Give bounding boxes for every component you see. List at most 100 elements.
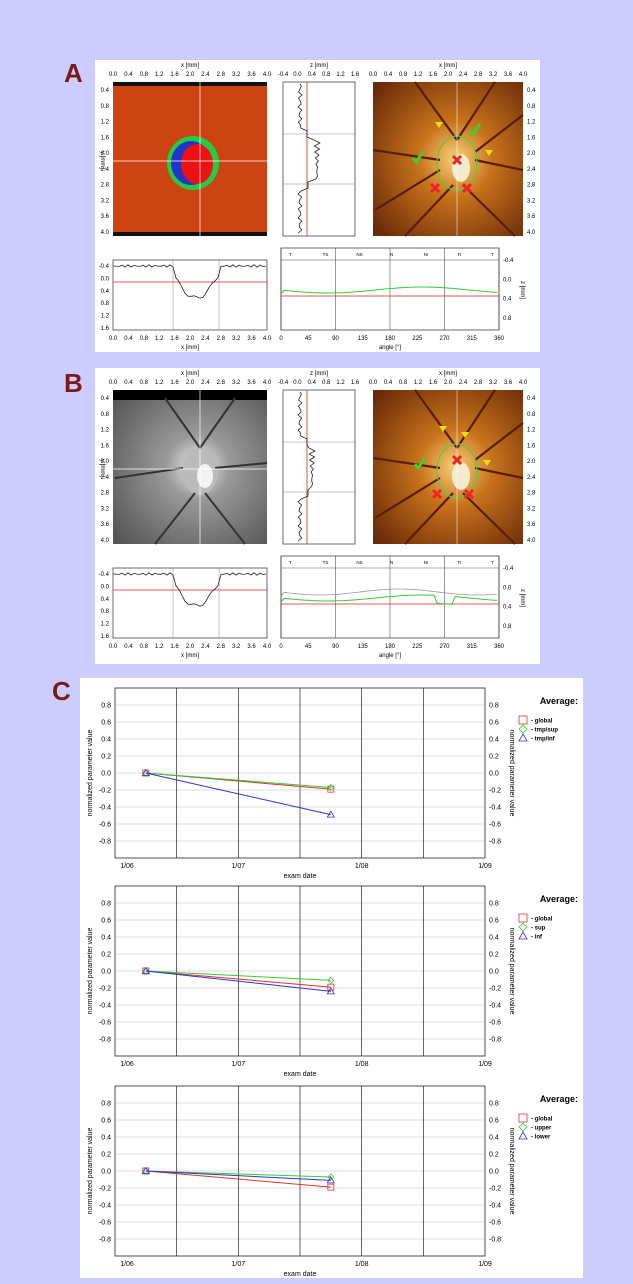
x-axis-label: x [mm] [181,653,199,659]
y-tick-label: 2.4 [101,475,110,481]
z-tick-label: 1.6 [101,326,110,332]
x-axis-label: x [mm] [439,63,457,69]
check-mark-icon [413,457,427,471]
y-tick-label-left: -0.2 [99,1186,111,1193]
blood-vessel [374,477,441,519]
depth-profile-frame [112,567,268,639]
legend-marker-diamond [518,724,528,734]
legend-label: - global [531,719,553,725]
series-line-upper [145,1170,331,1178]
z-tick-label: 0.8 [322,380,331,386]
marker-diamond [327,783,335,792]
sector-label: T [289,560,292,565]
legend-title: Average: [540,696,578,706]
y-tick-label: 2.8 [527,491,536,497]
y-tick-label-left: 0.6 [101,1118,111,1125]
baseline-profile-curve [280,588,498,597]
z-axis-label: z [mm] [310,371,328,377]
y-tick-label-right: 0.6 [489,720,499,727]
x-tick-label: 2.8 [474,380,483,386]
x-tick-label: 1/09 [478,1061,492,1068]
x-tick-label: 1/09 [478,863,492,870]
x-tick-label: 3.6 [247,336,256,342]
y-tick-label-right: -0.2 [489,1186,501,1193]
blood-vessel [462,184,516,237]
marker-diamond [142,1167,150,1175]
x-tick-label: 1.6 [170,336,179,342]
series-line-tmp/inf [145,772,331,816]
y-tick-label-right: 0.6 [489,1118,499,1125]
panel-a: 0.0 0.4 0.8 1.2 1.6 2.0 2.4 2.8 3.2 3.6 4.0 x [mm] 0… [95,60,540,352]
panel-label-b: B [64,368,83,398]
x-tick-label: 2.8 [217,644,226,650]
x-tick-label: 2.4 [459,72,468,78]
y-tick-label: 4.0 [527,230,536,236]
angle-tick-label: 0 [279,644,283,650]
marker-triangle [141,966,151,974]
legend-marker-triangle [518,931,528,940]
x-tick-label: 3.2 [489,380,498,386]
y-tick-label: 3.2 [101,198,110,204]
legend-label: - upper [531,1126,552,1132]
x-tick-label: 0.0 [109,380,118,386]
x-tick-label: 3.6 [247,72,256,78]
x-tick-label: 1.2 [155,336,164,342]
z-tick-label: 0.8 [101,609,110,615]
y-tick-label: 2.8 [101,491,110,497]
warning-mark-icon [483,460,491,466]
blood-vessel [372,148,441,162]
y-tick-label: 3.2 [527,198,536,204]
x-tick-label: 1/06 [120,1261,134,1268]
angle-axis-label: angle [°] [379,345,401,351]
x-tick-label: 2.8 [217,72,226,78]
y-tick-label: 4.0 [101,538,110,544]
x-tick-label: 1.6 [170,380,179,386]
x-tick-label: 2.8 [217,380,226,386]
x-axis-label: exam date [284,1071,317,1078]
y-tick-label: 0.8 [527,412,536,418]
x-tick-label: 0.0 [369,72,378,78]
y-tick-label: 0.8 [101,104,110,110]
sector-label: NS [356,252,362,257]
sector-label: T [289,252,292,257]
cup-region [181,144,213,184]
y-tick-label: 3.2 [101,506,110,512]
x-tick-label: 0.0 [369,380,378,386]
x-tick-label: 1/07 [232,1061,246,1068]
x-tick-label: 1/08 [355,1061,369,1068]
x-tick-label: 1.2 [414,72,423,78]
y-tick-label-left: 0.8 [101,703,111,710]
x-tick-label: 2.4 [201,336,210,342]
y-tick-label: 3.6 [527,214,536,220]
series-line-sup [145,970,331,981]
cross-mark-icon [451,154,463,166]
z-tick-label: 0.0 [503,585,512,591]
y-tick-label: 2.0 [527,459,536,465]
legend-title: Average: [540,894,578,904]
series-line-lower [145,1170,331,1181]
sector-label: NI [424,560,429,565]
sector-label: TI [457,252,461,257]
y-tick-label-right: 0.2 [489,952,499,959]
y-tick-label-left: 0.2 [101,1152,111,1159]
y-tick-label: 3.6 [101,522,110,528]
blood-vessel [474,114,524,153]
x-tick-label: 1/07 [232,1261,246,1268]
z-tick-label: 0.4 [308,72,317,78]
sector-label: T [491,252,494,257]
warning-mark-icon [439,426,447,432]
y-tick-label-right: 0.8 [489,901,499,908]
x-tick-label: 0.8 [399,72,408,78]
x-tick-label: 1.6 [429,72,438,78]
x-tick-label: 4.0 [519,380,528,386]
y-tick-label-right: 0.0 [489,1169,499,1176]
x-tick-label: 0.8 [399,380,408,386]
cross-mark-icon [431,488,443,500]
blood-vessel [456,81,496,141]
angle-tick-label: 180 [385,336,396,342]
x-tick-label: 1/07 [232,863,246,870]
blood-vessel [474,158,524,172]
sector-label: NI [424,252,429,257]
x-tick-label: 1/08 [355,1261,369,1268]
angle-tick-label: 0 [279,336,283,342]
